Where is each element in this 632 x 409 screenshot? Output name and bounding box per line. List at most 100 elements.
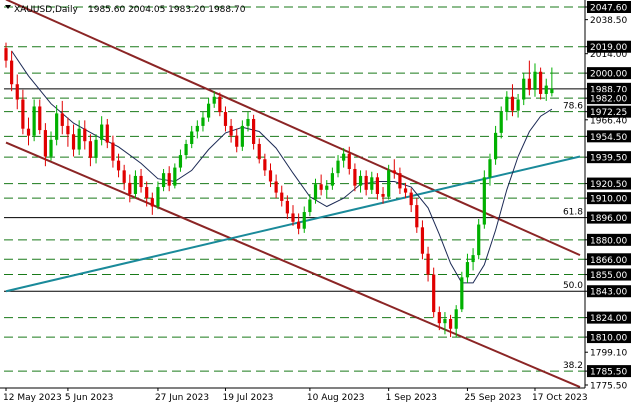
candle xyxy=(347,146,351,175)
candle xyxy=(240,120,244,151)
candle-body xyxy=(443,319,447,324)
candle-body xyxy=(336,160,340,174)
price-tick-label: 2014.00 xyxy=(590,50,627,60)
candle xyxy=(482,170,486,229)
candle-body xyxy=(403,188,408,193)
candle xyxy=(432,267,436,318)
candle-body xyxy=(510,96,515,111)
candle-body xyxy=(206,103,211,118)
candle-body xyxy=(274,181,278,193)
candle-body xyxy=(38,106,42,131)
candle xyxy=(443,312,447,335)
candle xyxy=(353,163,357,192)
price-label: 1843.00 xyxy=(590,288,627,298)
price-label: 1896.00 xyxy=(590,214,627,224)
candle-body xyxy=(370,177,374,190)
candle xyxy=(4,42,8,68)
candle-body xyxy=(297,221,301,229)
candle xyxy=(246,112,250,132)
candle-body xyxy=(178,155,183,168)
candle xyxy=(398,167,402,194)
price-label: 2019.00 xyxy=(590,43,627,53)
price-label: 2047.60 xyxy=(590,4,627,14)
candle xyxy=(178,149,183,172)
fib-level-label: 50.0 xyxy=(563,281,583,291)
price-label: 1824.00 xyxy=(590,314,627,324)
date-tick-label: 5 Jun 2023 xyxy=(65,393,113,403)
candle xyxy=(550,67,554,97)
candle-body xyxy=(505,96,509,113)
candle-body xyxy=(195,125,199,132)
axes xyxy=(0,0,586,389)
candle-body xyxy=(375,177,380,194)
date-tick-label: 10 Aug 2023 xyxy=(307,393,365,403)
price-label: 1880.00 xyxy=(590,236,627,246)
price-label-box xyxy=(587,105,631,118)
date-tick-label: 12 May 2023 xyxy=(3,393,62,403)
price-label: 1910.00 xyxy=(590,195,627,205)
fib-level-label: 61.8 xyxy=(563,208,583,218)
price-tick-label: 1966.40 xyxy=(590,116,627,126)
fib-level-label: 78.6 xyxy=(563,102,583,112)
price-label-box xyxy=(587,311,631,324)
candle xyxy=(235,128,239,153)
candle-body xyxy=(167,173,171,186)
price-tick-label: 1775.50 xyxy=(590,382,627,392)
candle xyxy=(516,93,520,118)
candle-body xyxy=(482,177,486,225)
candle xyxy=(21,89,25,135)
date-tick-label: 19 Jul 2023 xyxy=(222,393,273,403)
candle xyxy=(94,134,98,164)
candle xyxy=(493,125,498,165)
candle-body xyxy=(161,173,166,188)
candle xyxy=(448,314,453,338)
candle xyxy=(477,218,481,260)
candle xyxy=(77,120,81,156)
date-tick-label: 1 Sep 2023 xyxy=(386,393,437,403)
candle xyxy=(100,116,104,146)
candle xyxy=(488,153,492,186)
candle-body xyxy=(184,143,188,156)
candle-body xyxy=(43,130,47,157)
moving-average xyxy=(11,50,553,284)
candle xyxy=(302,206,306,233)
candle-body xyxy=(10,60,14,85)
x-axis-labels: 12 May 2023 5 Jun 2023 27 Jun 2023 19 Jul 2… xyxy=(3,388,588,403)
moving-average-line xyxy=(11,50,553,284)
candle xyxy=(156,181,160,210)
candle xyxy=(139,168,143,193)
price-label-box xyxy=(587,192,631,205)
candle xyxy=(229,118,233,143)
price-label-box xyxy=(587,233,631,246)
candle-body xyxy=(437,312,441,324)
candle xyxy=(71,124,76,157)
price-label: 1855.00 xyxy=(590,271,627,281)
candle-body xyxy=(415,205,419,228)
candle-body xyxy=(77,128,81,150)
candle-body xyxy=(139,175,143,188)
candle xyxy=(201,112,205,132)
candle-body xyxy=(235,135,239,147)
candle-body xyxy=(133,175,138,194)
candle xyxy=(60,100,64,135)
candle xyxy=(150,192,154,215)
candle-body xyxy=(488,159,492,178)
price-label-box xyxy=(587,67,631,80)
candle xyxy=(252,114,256,150)
ohlc-values: 1985.60 2004.05 1983.20 1988.70 xyxy=(88,5,246,15)
candle xyxy=(26,117,31,146)
candle-body xyxy=(60,113,64,126)
dropdown-arrow-icon[interactable] xyxy=(5,5,11,9)
candle xyxy=(510,84,515,117)
fib-level-label: 38.2 xyxy=(563,361,583,371)
chart-header: XAUUSD,Daily 1985.60 2004.05 1983.20 198… xyxy=(5,5,246,15)
candle xyxy=(49,131,53,161)
candle xyxy=(32,99,36,142)
candle xyxy=(370,171,374,194)
fib-labels: 78.6 61.8 50.0 38.2 xyxy=(563,102,583,371)
candle xyxy=(308,193,312,217)
candle-body xyxy=(527,78,531,90)
candle-body xyxy=(105,124,109,143)
candle xyxy=(499,106,503,139)
price-label: 1785.50 xyxy=(590,368,627,378)
